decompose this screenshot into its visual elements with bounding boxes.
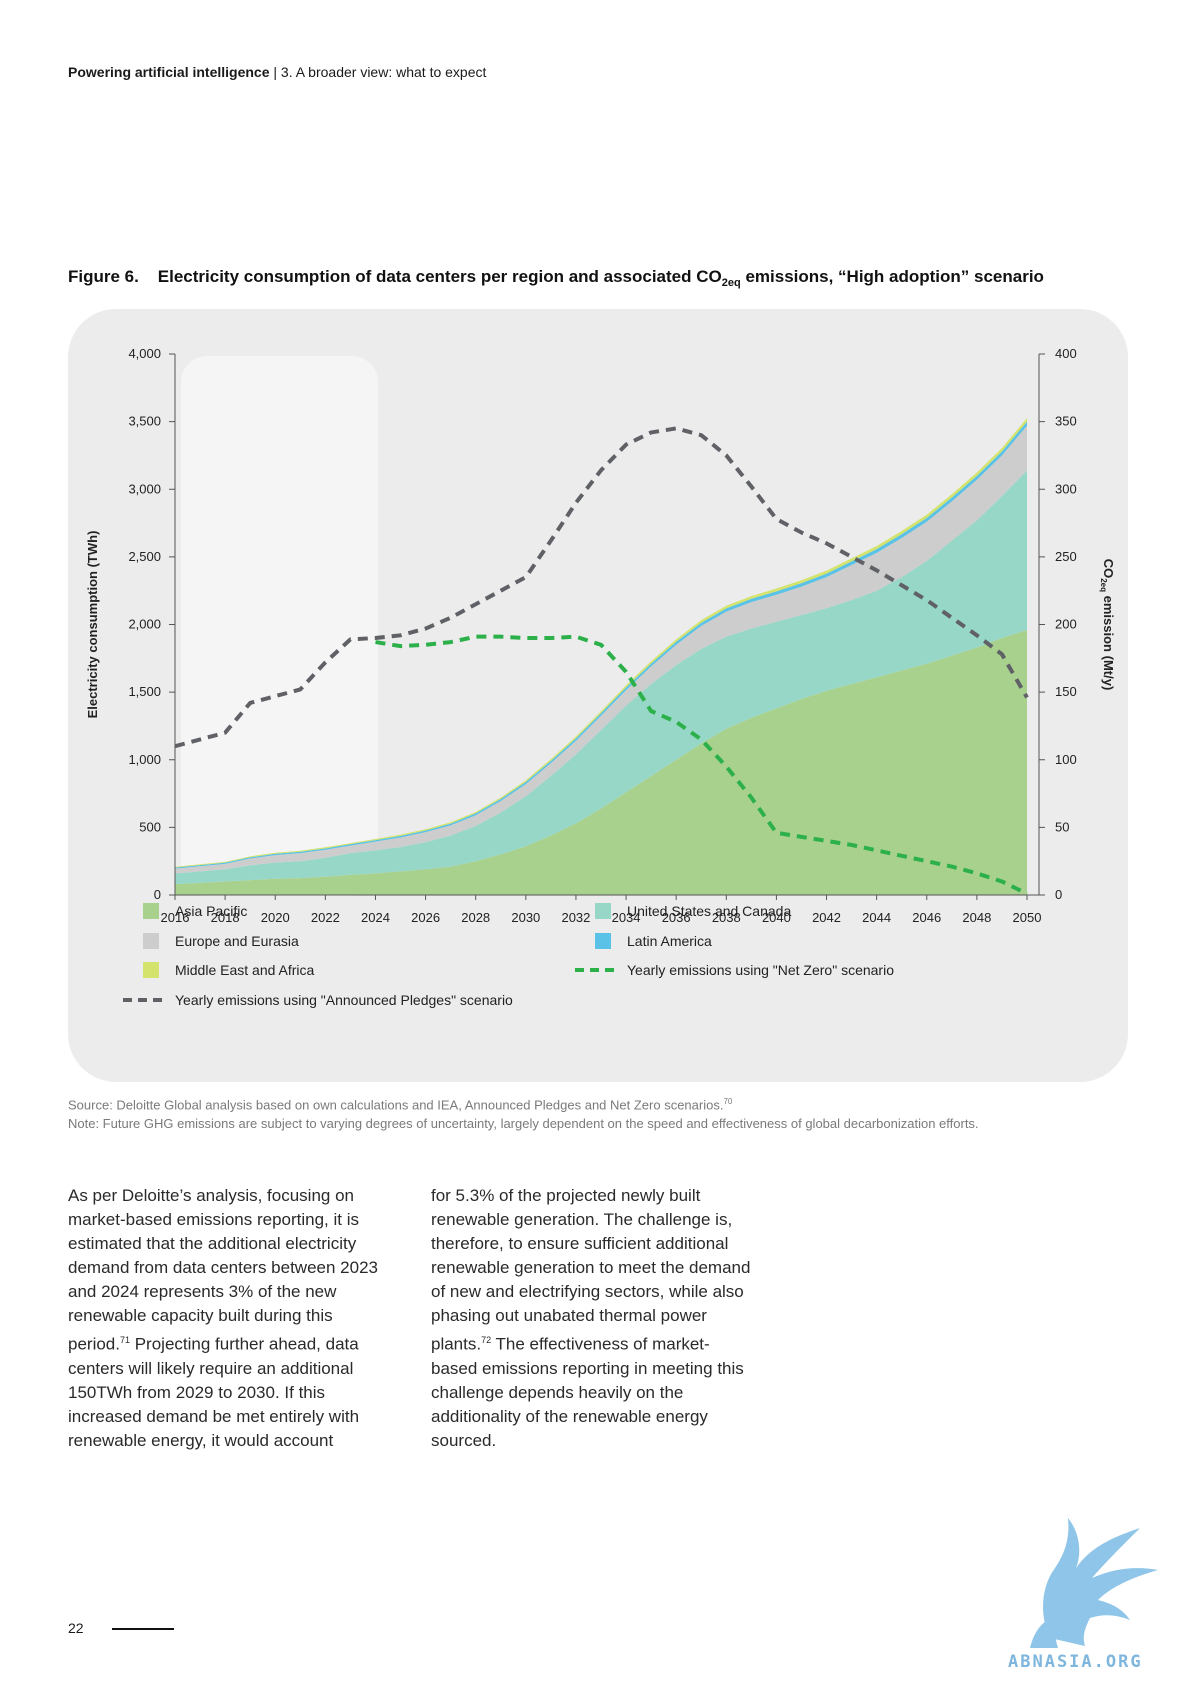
x-tick-label: 2034 bbox=[612, 910, 641, 925]
x-tick-label: 2036 bbox=[662, 910, 691, 925]
legend-swatch bbox=[595, 933, 611, 949]
page-number: 22 bbox=[68, 1620, 84, 1636]
note-line: Note: Future GHG emissions are subject t… bbox=[68, 1116, 979, 1132]
left-tick-label: 1,000 bbox=[128, 752, 161, 767]
legend-swatch bbox=[595, 903, 611, 919]
left-tick-label: 500 bbox=[139, 819, 161, 834]
document-title: Powering artificial intelligence bbox=[68, 64, 270, 80]
line-announced-pledges bbox=[174, 426, 1029, 749]
right-tick-label: 150 bbox=[1055, 684, 1077, 699]
page-number-rule bbox=[112, 1628, 174, 1630]
body-text: As per Deloitte’s analysis, focusing on … bbox=[68, 1186, 378, 1354]
watermark-logo bbox=[1030, 1518, 1158, 1648]
left-axis-title: Electricity consumption (TWh) bbox=[85, 531, 100, 719]
figure-title-main: Electricity consumption of data centers … bbox=[157, 267, 722, 286]
legend-label: Middle East and Africa bbox=[175, 962, 315, 978]
right-axis-title-subscript: 2eq bbox=[1099, 578, 1108, 592]
legend-label: United States and Canada bbox=[627, 903, 791, 919]
x-tick-label: 2032 bbox=[561, 910, 590, 925]
legend-swatch bbox=[143, 962, 159, 978]
x-tick-label: 2020 bbox=[261, 910, 290, 925]
right-tick-label: 100 bbox=[1055, 752, 1077, 767]
right-tick-label: 0 bbox=[1055, 887, 1062, 902]
right-tick-label: 200 bbox=[1055, 617, 1077, 632]
x-tick-label: 2038 bbox=[712, 910, 741, 925]
source-line: Source: Deloitte Global analysis based o… bbox=[68, 1097, 724, 1113]
footnote-reference: 72 bbox=[481, 1335, 492, 1345]
right-tick-label: 400 bbox=[1055, 346, 1077, 361]
section-title: 3. A broader view: what to expect bbox=[280, 64, 487, 80]
right-tick-label: 350 bbox=[1055, 414, 1077, 429]
chart-panel: 0 500 1,000 1,500 2,000 2,500 3,000 3,500 4,000 0… bbox=[68, 309, 1128, 1082]
legend-swatch bbox=[143, 933, 159, 949]
left-tick-label: 3,500 bbox=[128, 414, 161, 429]
figure-title-end: emissions, “High adoption” scenario bbox=[740, 267, 1044, 286]
legend-label: Yearly emissions using "Announced Pledge… bbox=[175, 992, 513, 1008]
left-tick-label: 0 bbox=[154, 887, 161, 902]
left-tick-label: 2,000 bbox=[128, 617, 161, 632]
area-asia-pacific bbox=[175, 629, 1027, 895]
left-tick-label: 1,500 bbox=[128, 684, 161, 699]
x-tick-label: 2042 bbox=[812, 910, 841, 925]
x-tick-label: 2030 bbox=[511, 910, 540, 925]
highlight-region bbox=[181, 356, 378, 896]
right-axis-title-main: CO bbox=[1101, 559, 1116, 579]
left-tick-label: 3,000 bbox=[128, 481, 161, 496]
x-tick-label: 2022 bbox=[311, 910, 340, 925]
body-column-1: As per Deloitte’s analysis, focusing on … bbox=[68, 1184, 388, 1453]
running-header: Powering artificial intelligence | 3. A … bbox=[68, 64, 486, 80]
body-text: Projecting further ahead, data centers w… bbox=[68, 1334, 360, 1450]
legend-label: Asia Pacific bbox=[175, 903, 247, 919]
legend-swatch bbox=[143, 903, 159, 919]
legend-label: Latin America bbox=[627, 933, 712, 949]
right-tick-label: 50 bbox=[1055, 819, 1069, 834]
x-tick-label: 2050 bbox=[1013, 910, 1042, 925]
line-net-zero bbox=[375, 634, 1028, 896]
x-tick-label: 2048 bbox=[962, 910, 991, 925]
right-tick-label: 300 bbox=[1055, 481, 1077, 496]
left-tick-label: 2,500 bbox=[128, 549, 161, 564]
x-tick-label: 2016 bbox=[161, 910, 190, 925]
x-tick-label: 2044 bbox=[862, 910, 891, 925]
source-note: Source: Deloitte Global analysis based o… bbox=[68, 1092, 979, 1133]
right-tick-label: 250 bbox=[1055, 549, 1077, 564]
body-text: for 5.3% of the projected newly built re… bbox=[431, 1186, 751, 1354]
x-tick-label: 2040 bbox=[762, 910, 791, 925]
right-axis-title: CO2eq emission (Mt/y) bbox=[1099, 559, 1116, 691]
body-column-2: for 5.3% of the projected newly built re… bbox=[431, 1184, 751, 1453]
watermark-text: ABNASIA.ORG bbox=[1008, 1652, 1143, 1672]
right-axis-title-end: emission (Mt/y) bbox=[1101, 592, 1116, 690]
body-text: The effectiveness of market-based emissi… bbox=[431, 1334, 744, 1450]
source-reference: 70 bbox=[723, 1097, 733, 1106]
area-united-states-and-canada bbox=[175, 470, 1027, 885]
x-tick-label: 2024 bbox=[361, 910, 390, 925]
chart: 0 500 1,000 1,500 2,000 2,500 3,000 3,500 4,000 0… bbox=[85, 346, 1116, 1008]
x-tick-label: 2018 bbox=[211, 910, 240, 925]
figure-title-subscript: 2eq bbox=[721, 277, 741, 289]
figure-label: Figure 6. bbox=[68, 267, 139, 286]
x-tick-label: 2046 bbox=[912, 910, 941, 925]
legend-label: Yearly emissions using "Net Zero" scenar… bbox=[627, 962, 894, 978]
left-tick-label: 4,000 bbox=[128, 346, 161, 361]
x-tick-label: 2026 bbox=[411, 910, 440, 925]
header-separator: | bbox=[269, 64, 281, 80]
legend-label: Europe and Eurasia bbox=[175, 933, 299, 949]
x-tick-label: 2028 bbox=[461, 910, 490, 925]
footnote-reference: 71 bbox=[119, 1335, 130, 1345]
figure-title: Figure 6. Electricity consumption of dat… bbox=[68, 267, 1044, 289]
